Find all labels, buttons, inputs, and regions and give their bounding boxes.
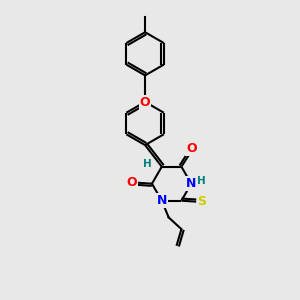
Text: H: H [143, 159, 152, 169]
Text: O: O [140, 96, 150, 110]
Text: S: S [197, 195, 206, 208]
Text: N: N [157, 194, 167, 207]
Text: O: O [186, 142, 196, 154]
Text: O: O [126, 176, 137, 189]
Text: H: H [197, 176, 206, 186]
Text: N: N [186, 177, 196, 190]
